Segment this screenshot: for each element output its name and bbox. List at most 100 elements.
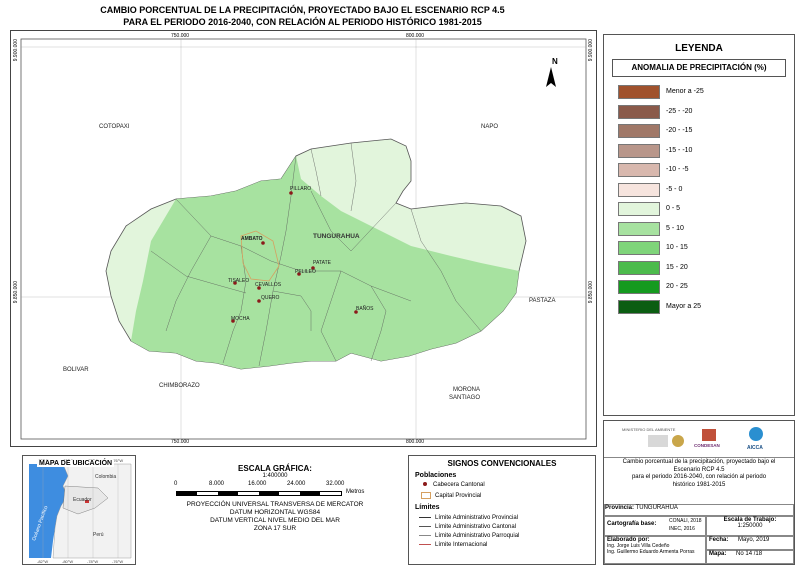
legend-item: 5 - 10 xyxy=(618,221,684,236)
sign-cabecera: Cabecera Cantonal xyxy=(423,482,485,488)
line-int-icon xyxy=(419,543,431,545)
elab-name-2: Ing. Guillermo Eduardo Armenta Porras xyxy=(607,549,695,555)
projection-info: PROYECCIÓN UNIVERSAL TRANSVERSA DE MERCA… xyxy=(150,501,400,533)
anomaly-zone-5-10 xyxy=(131,156,519,369)
neighbor-cotopaxi: COTOPAXI xyxy=(99,124,130,130)
location-map-title: MAPA DE UBICACIÓN xyxy=(37,460,115,467)
legend-swatch xyxy=(618,124,660,138)
neighbor-morona-2: SANTIAGO xyxy=(449,395,480,401)
city-ambato: AMBATO xyxy=(241,236,263,242)
location-map-svg: -82°W -80°W -78°W -76°W -82°W -80°W -78°… xyxy=(23,456,135,564)
desc-line-3: para el periodo 2016-2040, con relación … xyxy=(631,474,767,480)
line-cant-icon xyxy=(419,525,431,527)
capital-outline xyxy=(240,230,280,282)
desc-line-4: histórico 1981-2015 xyxy=(672,481,726,488)
sign-lim-prov: Límite Administrativo Provincial xyxy=(419,515,518,521)
fecha-value: Mayo, 2019 xyxy=(738,537,770,543)
legend-swatch xyxy=(618,163,660,177)
city-patate: PATATE xyxy=(313,260,332,266)
legend-item: 15 - 20 xyxy=(618,260,688,275)
neighbor-napo: NAPO xyxy=(481,124,498,130)
projection-line-4: ZONA 17 SUR xyxy=(253,525,297,532)
legend-item: -20 - -15 xyxy=(618,124,692,138)
carto-cell: Cartografía base: CONALI, 2018 INEC, 201… xyxy=(604,516,706,536)
legend-swatch xyxy=(618,299,660,314)
neighbor-pastaza: PASTAZA xyxy=(529,298,555,304)
logo-condesan: CONDESAN xyxy=(694,443,720,448)
city-cevallos: CEVALLOS xyxy=(255,282,282,288)
north-arrow-icon: N xyxy=(546,57,558,87)
city-pillaro: PILLARO xyxy=(290,186,311,192)
legend-item: -25 - -20 xyxy=(618,104,693,119)
legend-swatch xyxy=(618,202,660,216)
signs-poblaciones: Poblaciones xyxy=(415,472,457,479)
legend-item: -15 - -10 xyxy=(618,143,693,158)
legend-item: Mayor a 25 xyxy=(618,299,701,314)
fecha-cell: Fecha: Mayo, 2019 xyxy=(706,536,794,550)
title-line-1: CAMBIO PORCENTUAL DE LA PRECIPITACIÓN, P… xyxy=(100,5,505,15)
scale-tick-2: 16.000 xyxy=(248,481,267,487)
province-cell: Provincia: TUNGURAHUA xyxy=(604,504,794,516)
legend-label: 20 - 25 xyxy=(666,283,688,290)
scale-title: ESCALA GRÁFICA: xyxy=(238,464,312,473)
grid-bottom-x-1: 750.000 xyxy=(171,439,190,445)
legend-item: Menor a -25 xyxy=(618,85,704,99)
legend-swatch xyxy=(618,104,660,119)
mapa-value: No 14 /18 xyxy=(736,551,763,557)
projection-line-1: PROYECCIÓN UNIVERSAL TRANSVERSA DE MERCA… xyxy=(186,501,364,508)
desc-line-1: Cambio porcentual de la precipitación, p… xyxy=(622,459,776,465)
scale-tick-4: 32.000 xyxy=(326,481,345,487)
info-box: MINISTERIO DEL AMBIENTE CONDESAN AICCA C… xyxy=(603,420,795,565)
carto-value-1: CONALI, 2018 xyxy=(669,518,702,524)
legend-swatch xyxy=(618,85,660,99)
loc-tick-bottom-2: -80°W xyxy=(62,559,73,564)
legend-label: 10 - 15 xyxy=(666,244,688,251)
legend-label: -15 - -10 xyxy=(666,146,693,154)
logo-ministerio: MINISTERIO DEL AMBIENTE xyxy=(622,427,676,432)
info-description: Cambio porcentual de la precipitación, p… xyxy=(604,459,794,489)
scale-work-cell: Escala de Trabajo: 1:250000 xyxy=(706,516,794,536)
scale-tick-0: 0 xyxy=(174,481,178,487)
main-map-svg: COTOPAXI NAPO PASTAZA BOLIVAR CHIMBORAZO… xyxy=(20,38,587,440)
loc-tick-top-4: -76°W xyxy=(112,458,123,463)
svg-text:N: N xyxy=(552,57,558,66)
logo-ministerio-icon xyxy=(648,435,668,447)
cabecera-dot-icon xyxy=(423,482,427,487)
scale-tick-3: 24.000 xyxy=(287,481,306,487)
location-map[interactable]: -82°W -80°W -78°W -76°W -82°W -80°W -78°… xyxy=(22,455,136,565)
grid-bottom-x-2: 800.000 xyxy=(406,439,425,445)
logo-ecuador-icon xyxy=(672,435,684,447)
sign-lim-parr: Límite Administrativo Parroquial xyxy=(419,533,519,539)
legend-label: 0 - 5 xyxy=(666,205,681,212)
city-quero: QUERO xyxy=(261,295,279,301)
legend-item: 20 - 25 xyxy=(618,280,688,294)
signs-limites: Límites xyxy=(415,504,440,511)
projection-line-2: DATUM HORIZONTAL WGS84 xyxy=(229,509,321,516)
legend-swatch xyxy=(618,280,660,294)
carto-value-2: INEC, 2016 xyxy=(669,526,695,532)
legend-label: 5 - 10 xyxy=(666,224,684,232)
legend-swatch xyxy=(618,221,660,236)
legend: LEYENDA ANOMALIA DE PRECIPITACIÓN (%) Me… xyxy=(603,34,795,416)
projection-line-3: DATUM VERTICAL NIVEL MEDIO DEL MAR xyxy=(210,517,340,524)
neighbor-morona-1: MORONA xyxy=(453,387,480,393)
legend-label: 15 - 20 xyxy=(666,263,688,271)
map-title: CAMBIO PORCENTUAL DE LA PRECIPITACIÓN, P… xyxy=(10,4,595,28)
line-prov-icon xyxy=(419,516,431,518)
logo-aicca: AICCA xyxy=(747,445,763,451)
scale-unit: Metros xyxy=(346,489,365,495)
title-line-2: PARA EL PERIODO 2016-2040, CON RELACIÓN … xyxy=(123,17,482,27)
province-cell-value: TUNGURAHUA xyxy=(635,505,678,511)
scale-bar: 0 8.000 16.000 24.000 32.000 Metros xyxy=(150,479,400,501)
main-map[interactable]: COTOPAXI NAPO PASTAZA BOLIVAR CHIMBORAZO… xyxy=(10,30,597,447)
legend-swatch xyxy=(618,182,660,197)
legend-label: -25 - -20 xyxy=(666,107,693,115)
legend-item: -10 - -5 xyxy=(618,163,689,177)
logo-aicca-icon xyxy=(749,427,763,441)
scale-work-value: 1:250000 xyxy=(737,523,763,529)
mapa-label: Mapa: xyxy=(709,551,727,557)
logo-condesan-icon xyxy=(702,429,716,441)
loc-peru: Perú xyxy=(93,532,104,538)
neighbor-chimborazo: CHIMBORAZO xyxy=(159,383,200,389)
legend-title: LEYENDA xyxy=(675,43,723,54)
